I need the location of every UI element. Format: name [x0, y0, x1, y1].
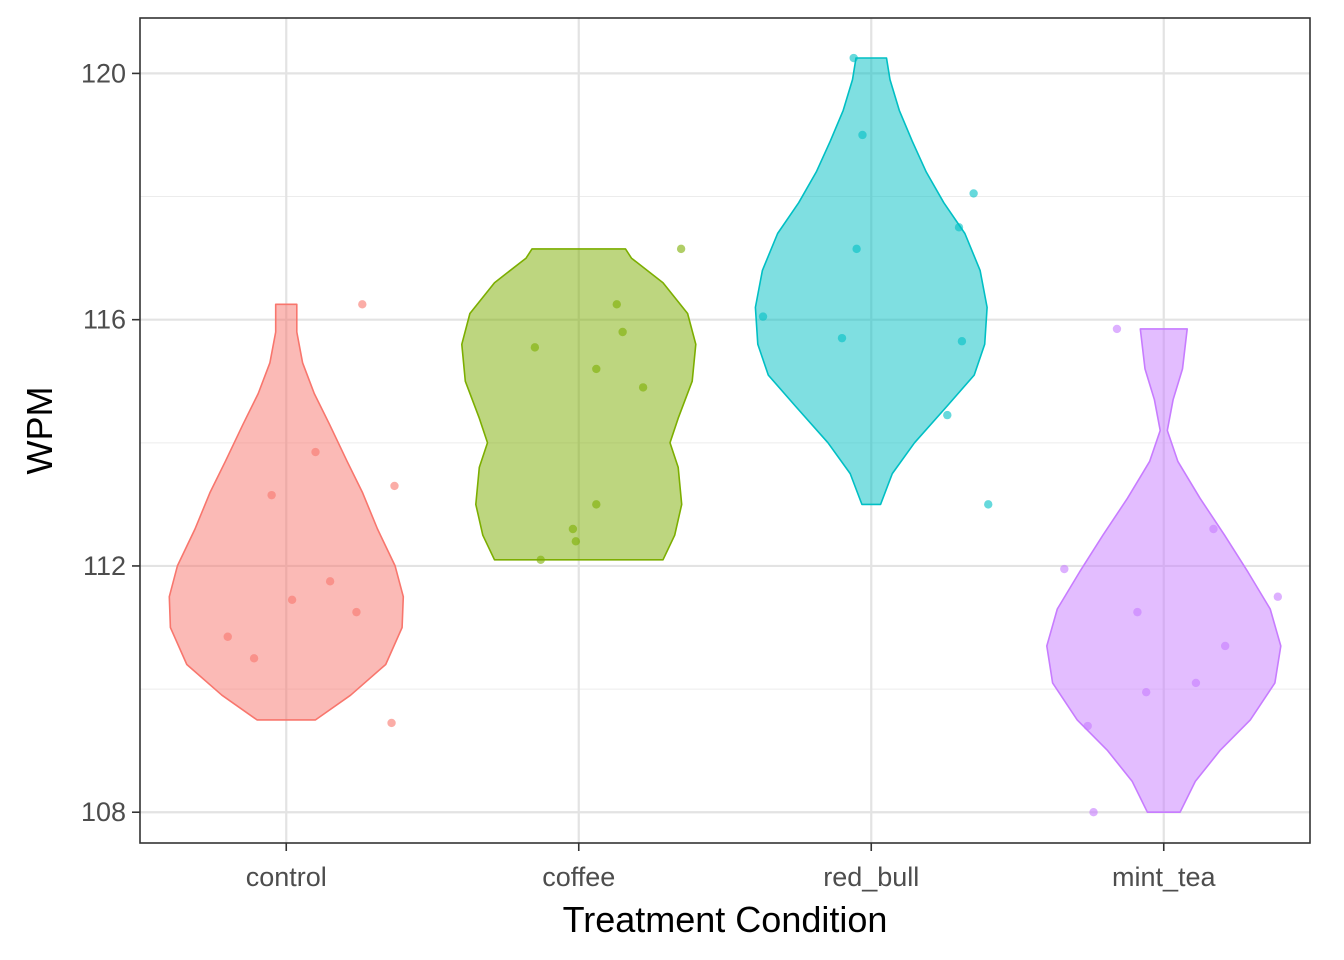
y-tick-label: 120 [81, 58, 126, 88]
data-point-control [325, 577, 335, 586]
data-point-mint-tea [1112, 324, 1122, 334]
data-point-coffee [568, 524, 578, 534]
panel-border [139, 17, 1311, 844]
data-point-red-bull [957, 337, 967, 346]
data-point-red-bull [954, 223, 964, 232]
data-point-mint-tea [1060, 564, 1069, 574]
x-tick-label: coffee [542, 862, 615, 892]
data-point-control [223, 632, 232, 641]
data-point-red-bull [969, 189, 978, 198]
y-axis-title: WPM [19, 387, 60, 475]
data-point-coffee [612, 300, 621, 309]
data-point-control [387, 718, 396, 728]
jitter-points-layer [223, 53, 1283, 817]
data-point-coffee [676, 244, 686, 254]
axes: 108 112 116 120 control coffee red_bull mint_te… [81, 58, 1217, 892]
x-tick-label: control [246, 862, 327, 892]
data-point-control [267, 490, 276, 500]
data-point-mint-tea [1273, 592, 1283, 601]
data-point-control [311, 447, 320, 457]
data-point-red-bull [837, 333, 847, 343]
data-point-mint-tea [1133, 607, 1142, 617]
data-point-red-bull [758, 312, 768, 321]
data-point-control [358, 300, 367, 309]
data-point-mint-tea [1220, 641, 1230, 651]
y-tick-label: 108 [81, 797, 126, 827]
data-point-control [390, 481, 399, 491]
x-tick-label: mint_tea [1112, 862, 1217, 892]
data-point-mint-tea [1191, 678, 1201, 688]
x-tick-label: red_bull [823, 862, 919, 892]
data-point-mint-tea [1083, 721, 1092, 731]
data-point-control [249, 654, 259, 663]
data-point-coffee [638, 383, 648, 392]
data-point-coffee [592, 364, 601, 374]
violin-control [168, 303, 405, 721]
data-point-control [352, 607, 361, 617]
data-point-mint-tea [1209, 524, 1218, 534]
data-point-coffee [571, 537, 581, 546]
y-tick-label: 116 [83, 305, 126, 335]
data-point-coffee [592, 500, 601, 509]
data-point-control [287, 595, 297, 605]
data-point-red-bull [849, 53, 858, 63]
y-tick-label: 112 [83, 551, 126, 581]
data-point-red-bull [858, 130, 867, 140]
data-point-red-bull [852, 244, 861, 254]
data-point-red-bull [943, 410, 952, 420]
violin-coffee [461, 248, 697, 561]
data-point-red-bull [984, 500, 993, 509]
data-point-coffee [536, 555, 545, 564]
violin-mint-tea [1046, 328, 1282, 813]
data-point-coffee [530, 343, 540, 352]
x-axis-title: Treatment Condition [563, 899, 888, 940]
data-point-mint-tea [1089, 808, 1098, 817]
violin-layer [168, 57, 1282, 813]
data-point-mint-tea [1142, 687, 1151, 697]
data-point-coffee [618, 327, 627, 337]
